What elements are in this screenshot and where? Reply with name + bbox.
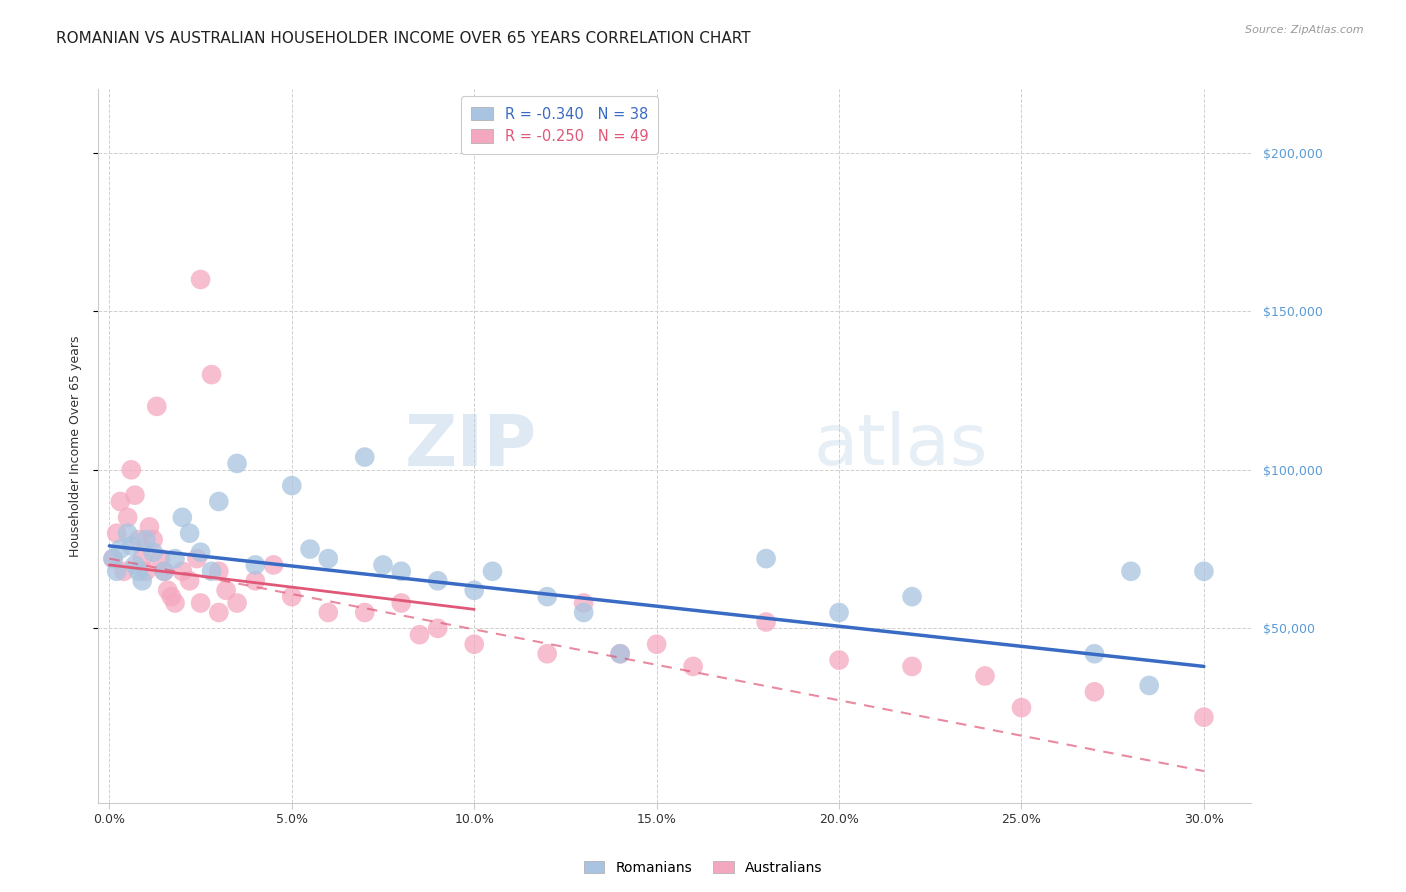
Point xyxy=(974,669,997,683)
Point xyxy=(163,596,186,610)
Point xyxy=(208,606,231,620)
Point xyxy=(153,564,176,578)
Point xyxy=(179,574,201,588)
Point xyxy=(828,653,851,667)
Point xyxy=(200,368,222,382)
Point xyxy=(135,533,157,547)
Point xyxy=(101,551,124,566)
Text: Source: ZipAtlas.com: Source: ZipAtlas.com xyxy=(1246,25,1364,35)
Point xyxy=(463,637,485,651)
Point xyxy=(245,558,267,572)
Point xyxy=(131,574,153,588)
Point xyxy=(124,488,146,502)
Point xyxy=(138,520,160,534)
Point xyxy=(281,590,304,604)
Point xyxy=(131,551,153,566)
Point xyxy=(426,574,449,588)
Text: ROMANIAN VS AUSTRALIAN HOUSEHOLDER INCOME OVER 65 YEARS CORRELATION CHART: ROMANIAN VS AUSTRALIAN HOUSEHOLDER INCOM… xyxy=(56,31,751,46)
Point xyxy=(200,564,222,578)
Point xyxy=(389,564,412,578)
Point xyxy=(408,628,430,642)
Point xyxy=(208,494,231,508)
Point xyxy=(112,564,135,578)
Point xyxy=(1011,700,1033,714)
Point xyxy=(179,526,201,541)
Point xyxy=(901,590,924,604)
Point xyxy=(142,545,165,559)
Point xyxy=(110,494,132,508)
Point xyxy=(226,596,249,610)
Point xyxy=(609,647,631,661)
Point xyxy=(110,542,132,557)
Point xyxy=(190,272,212,286)
Point xyxy=(1192,710,1215,724)
Point xyxy=(1083,685,1105,699)
Point xyxy=(536,647,558,661)
Point xyxy=(160,590,183,604)
Point xyxy=(1119,564,1142,578)
Point xyxy=(153,564,176,578)
Point xyxy=(135,564,157,578)
Point xyxy=(316,551,339,566)
Legend: R = -0.340   N = 38, R = -0.250   N = 49: R = -0.340 N = 38, R = -0.250 N = 49 xyxy=(461,96,658,154)
Point xyxy=(281,478,304,492)
Point xyxy=(117,526,139,541)
Point xyxy=(105,526,128,541)
Point xyxy=(245,574,267,588)
Point xyxy=(371,558,394,572)
Point xyxy=(190,545,212,559)
Point xyxy=(263,558,285,572)
Point xyxy=(124,558,146,572)
Point xyxy=(142,533,165,547)
Point xyxy=(208,564,231,578)
Point xyxy=(128,564,150,578)
Point xyxy=(389,596,412,610)
Point xyxy=(215,583,238,598)
Point xyxy=(463,583,485,598)
Point xyxy=(172,564,194,578)
Point xyxy=(105,564,128,578)
Point xyxy=(682,659,704,673)
Point xyxy=(299,542,322,557)
Point xyxy=(1192,564,1215,578)
Point xyxy=(172,510,194,524)
Text: atlas: atlas xyxy=(813,411,987,481)
Point xyxy=(353,450,375,464)
Point xyxy=(901,659,924,673)
Point xyxy=(163,551,186,566)
Point xyxy=(226,457,249,471)
Point xyxy=(426,621,449,635)
Point xyxy=(353,606,375,620)
Point xyxy=(117,510,139,524)
Point xyxy=(128,533,150,547)
Point xyxy=(146,400,169,414)
Point xyxy=(572,596,595,610)
Point xyxy=(755,551,778,566)
Point xyxy=(1083,647,1105,661)
Point xyxy=(186,551,208,566)
Text: ZIP: ZIP xyxy=(405,411,537,481)
Point xyxy=(609,647,631,661)
Legend: Romanians, Australians: Romanians, Australians xyxy=(578,855,828,880)
Point xyxy=(536,590,558,604)
Point xyxy=(481,564,503,578)
Point xyxy=(190,596,212,610)
Point xyxy=(1137,678,1160,692)
Point xyxy=(156,583,179,598)
Point xyxy=(828,606,851,620)
Y-axis label: Householder Income Over 65 years: Householder Income Over 65 years xyxy=(69,335,82,557)
Point xyxy=(755,615,778,629)
Point xyxy=(572,606,595,620)
Point xyxy=(120,463,142,477)
Point xyxy=(101,551,124,566)
Point xyxy=(645,637,668,651)
Point xyxy=(316,606,339,620)
Point xyxy=(149,551,172,566)
Point xyxy=(120,539,142,553)
